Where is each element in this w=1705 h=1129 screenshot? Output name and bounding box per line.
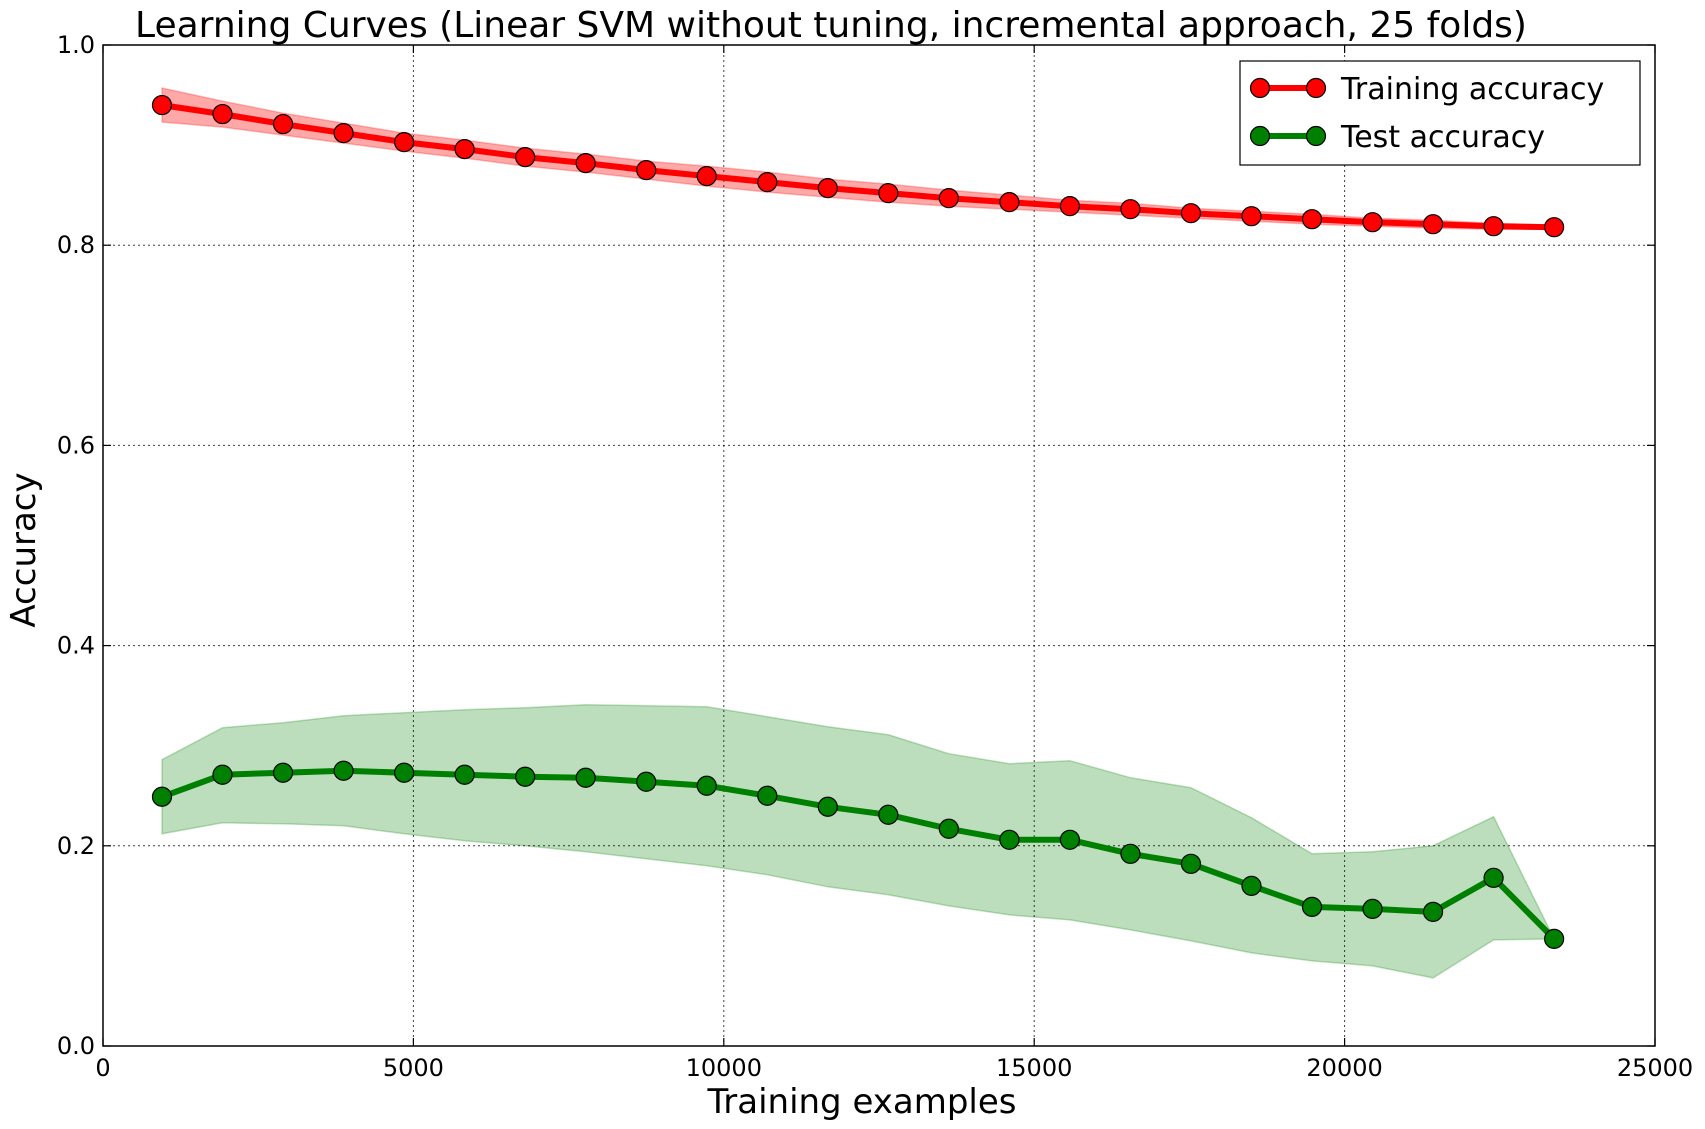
test-accuracy-band — [161, 703, 1556, 979]
x-axis-label: Training examples — [706, 1082, 1016, 1122]
training-accuracy-point — [1422, 214, 1444, 235]
y-tick-label: 0.2 — [57, 832, 95, 860]
training-accuracy-point — [454, 139, 475, 160]
test-accuracy-point — [454, 764, 475, 785]
y-axis-label: Accuracy — [4, 472, 44, 627]
y-tick-label: 1.0 — [57, 31, 95, 59]
plot-area-frame — [102, 44, 1656, 1047]
test-accuracy-point — [333, 760, 354, 781]
test-accuracy-point — [636, 771, 657, 792]
training-accuracy-point — [212, 103, 233, 125]
y-tick-label: 0.0 — [57, 1032, 95, 1060]
training-accuracy-point — [515, 147, 536, 168]
legend-label-test-accuracy: Test accuracy — [1340, 120, 1545, 155]
training-accuracy-point — [1544, 217, 1565, 238]
test-accuracy-point — [1362, 898, 1383, 919]
test-accuracy-point — [999, 829, 1020, 850]
test-accuracy-point — [817, 796, 838, 817]
legend-marker-test-accuracy — [1305, 125, 1327, 147]
test-accuracy-point — [696, 775, 717, 796]
training-accuracy-point — [575, 153, 596, 174]
x-tick-label: 25000 — [1617, 1054, 1693, 1082]
series-markers — [151, 94, 1565, 949]
test-accuracy-point — [878, 804, 899, 825]
training-accuracy-point — [1301, 209, 1323, 230]
training-accuracy-point — [1362, 212, 1383, 233]
test-accuracy-point — [1120, 843, 1141, 864]
training-accuracy-point — [333, 122, 354, 144]
legend-marker-training-accuracy — [1249, 77, 1271, 99]
training-accuracy-point — [393, 131, 415, 153]
test-accuracy-point — [1483, 867, 1504, 888]
test-accuracy-point — [393, 762, 415, 783]
test-accuracy-point — [151, 786, 173, 807]
test-accuracy-point — [938, 818, 959, 839]
y-tick-label: 0.4 — [57, 632, 95, 660]
training-accuracy-point — [1241, 206, 1262, 227]
y-tick-label: 0.8 — [57, 231, 95, 259]
training-accuracy-point — [878, 183, 899, 204]
training-accuracy-point — [272, 113, 294, 135]
legend-box — [1239, 60, 1641, 166]
x-tick-label: 0 — [95, 1054, 110, 1082]
x-tick-label: 5000 — [383, 1054, 444, 1082]
training-accuracy-point — [1059, 196, 1080, 217]
x-tick-label: 10000 — [686, 1054, 762, 1082]
training-accuracy-point — [636, 160, 657, 181]
test-accuracy-point — [1059, 829, 1080, 850]
test-accuracy-point — [272, 762, 294, 783]
training-accuracy-point — [817, 178, 838, 199]
test-accuracy-point — [757, 785, 778, 806]
training-accuracy-point — [1120, 199, 1141, 220]
y-tick-label: 0.6 — [57, 431, 95, 459]
legend-label-training-accuracy: Training accuracy — [1340, 72, 1604, 107]
training-accuracy-point — [151, 94, 173, 116]
test-accuracy-point — [212, 764, 233, 785]
legend: Training accuracy Test accuracy — [1239, 60, 1641, 166]
axis-ticks: 0 5000 10000 15000 20000 25000 0.0 0.2 0.4 0.6 0.8… — [57, 31, 1693, 1082]
training-accuracy-point — [999, 192, 1020, 213]
x-tick-label: 15000 — [996, 1054, 1072, 1082]
test-accuracy-point — [1301, 896, 1323, 917]
test-accuracy-point — [1544, 928, 1565, 949]
training-accuracy-point — [938, 188, 959, 209]
test-accuracy-point — [1180, 853, 1202, 874]
training-accuracy-point — [1180, 203, 1202, 224]
chart-title: Learning Curves (Linear SVM without tuni… — [135, 5, 1527, 46]
legend-marker-test-accuracy — [1249, 125, 1271, 147]
training-accuracy-point — [696, 166, 717, 187]
legend-marker-training-accuracy — [1305, 77, 1327, 99]
grid-lines — [103, 45, 1655, 1046]
training-accuracy-point — [757, 172, 778, 193]
training-accuracy-point — [1483, 216, 1504, 237]
test-accuracy-point — [1422, 901, 1444, 922]
test-accuracy-point — [575, 767, 596, 788]
test-accuracy-point — [515, 766, 536, 787]
x-tick-label: 20000 — [1306, 1054, 1382, 1082]
test-accuracy-point — [1241, 875, 1262, 896]
